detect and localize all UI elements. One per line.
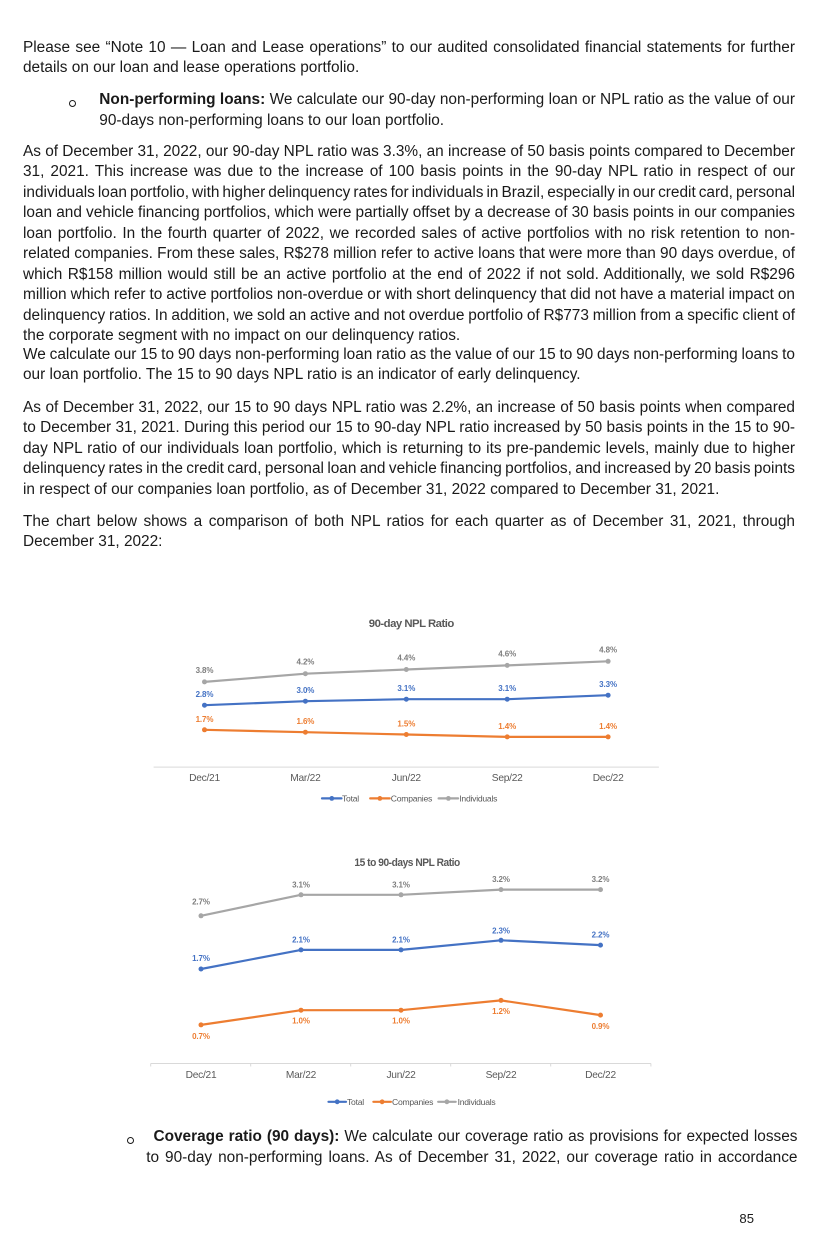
svg-text:Mar/22: Mar/22	[286, 1070, 317, 1081]
svg-text:2.1%: 2.1%	[392, 935, 410, 944]
svg-text:1.2%: 1.2%	[492, 1007, 510, 1016]
svg-text:1.7%: 1.7%	[196, 715, 214, 724]
svg-text:3.1%: 3.1%	[498, 684, 516, 693]
svg-text:Jun/22: Jun/22	[392, 773, 422, 784]
svg-text:3.1%: 3.1%	[292, 880, 310, 889]
svg-text:Sep/22: Sep/22	[486, 1070, 517, 1081]
svg-text:2.1%: 2.1%	[292, 935, 310, 944]
svg-text:0.7%: 0.7%	[192, 1032, 210, 1041]
svg-text:3.2%: 3.2%	[592, 875, 610, 884]
svg-text:Individuals: Individuals	[458, 1097, 496, 1107]
svg-text:3.1%: 3.1%	[397, 684, 415, 693]
svg-text:1.4%: 1.4%	[599, 722, 617, 731]
svg-text:4.4%: 4.4%	[397, 654, 415, 663]
svg-text:Dec/21: Dec/21	[189, 773, 220, 784]
svg-text:3.1%: 3.1%	[392, 880, 410, 889]
svg-text:2.3%: 2.3%	[492, 926, 510, 935]
svg-text:4.6%: 4.6%	[498, 649, 516, 658]
svg-text:3.2%: 3.2%	[492, 875, 510, 884]
svg-text:1.5%: 1.5%	[397, 720, 415, 729]
svg-text:90-day NPL Ratio: 90-day NPL Ratio	[369, 618, 455, 630]
svg-text:1.4%: 1.4%	[498, 722, 516, 731]
svg-text:1.0%: 1.0%	[392, 1017, 410, 1026]
svg-text:2.2%: 2.2%	[592, 931, 610, 940]
svg-text:3.3%: 3.3%	[599, 680, 617, 689]
svg-text:Total: Total	[347, 1097, 364, 1107]
svg-text:Dec/22: Dec/22	[593, 773, 624, 784]
svg-text:Total: Total	[342, 794, 359, 804]
svg-text:1.7%: 1.7%	[192, 954, 210, 963]
svg-text:Companies: Companies	[391, 794, 432, 804]
svg-text:1.6%: 1.6%	[296, 717, 314, 726]
svg-text:3.0%: 3.0%	[296, 686, 314, 695]
svg-text:Companies: Companies	[392, 1097, 433, 1107]
svg-text:0.9%: 0.9%	[592, 1022, 610, 1031]
svg-text:Jun/22: Jun/22	[386, 1070, 416, 1081]
svg-text:1.0%: 1.0%	[292, 1017, 310, 1026]
svg-text:Mar/22: Mar/22	[290, 773, 321, 784]
svg-text:2.7%: 2.7%	[192, 897, 210, 906]
svg-text:2.8%: 2.8%	[196, 690, 214, 699]
svg-text:Sep/22: Sep/22	[492, 773, 523, 784]
svg-text:4.2%: 4.2%	[296, 658, 314, 667]
svg-text:Dec/21: Dec/21	[186, 1070, 217, 1081]
svg-text:15 to 90-days NPL Ratio: 15 to 90-days NPL Ratio	[354, 857, 460, 869]
svg-text:Individuals: Individuals	[459, 794, 497, 804]
svg-text:3.8%: 3.8%	[196, 666, 214, 675]
svg-text:4.8%: 4.8%	[599, 645, 617, 654]
svg-text:Dec/22: Dec/22	[585, 1070, 616, 1081]
